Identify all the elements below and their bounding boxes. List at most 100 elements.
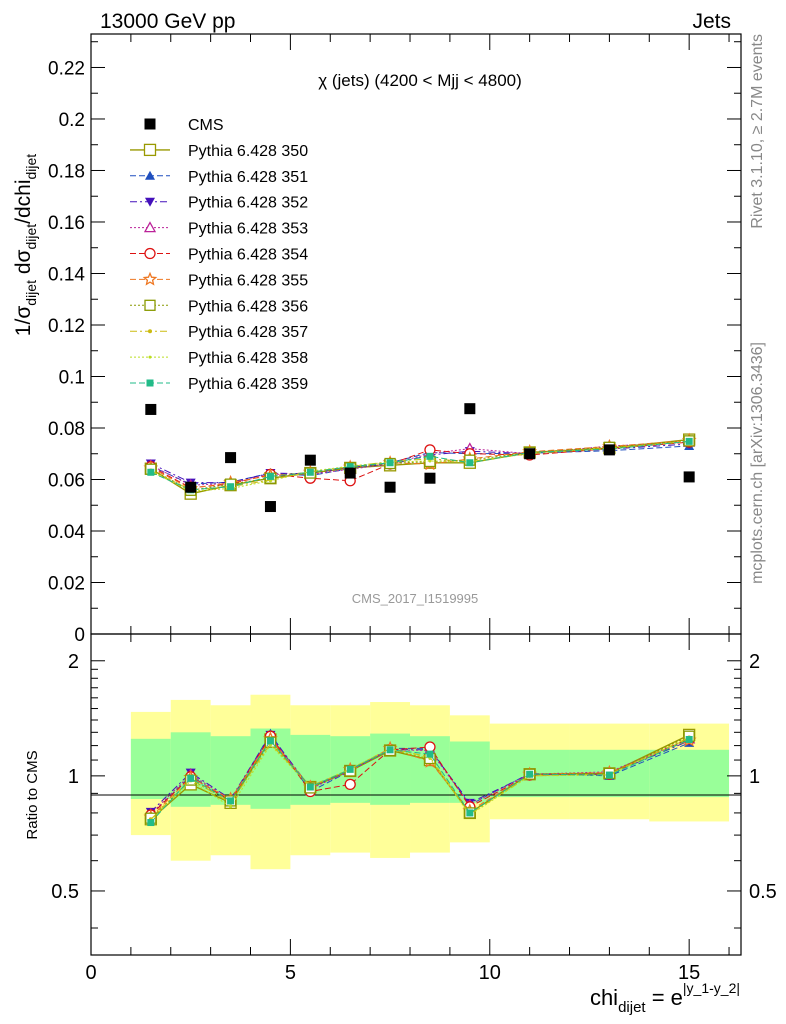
- legend-label: Pythia 6.428 353: [188, 221, 308, 238]
- ratio-point: [229, 805, 233, 809]
- mcplots-label: mcplots.cern.ch [arXiv:1306.3436]: [749, 342, 766, 584]
- chart-title: χ (jets) (4200 < Mjj < 4800): [318, 71, 522, 90]
- ratio-y-ticks: 0.5 0.5 1 1 2 2: [51, 651, 777, 929]
- ratio-point: [466, 809, 474, 817]
- data-point: [304, 454, 316, 466]
- data-point: [464, 403, 476, 415]
- series-point: [147, 468, 155, 476]
- y-tick-label: 0.18: [48, 161, 85, 182]
- ratio-point: [685, 735, 693, 743]
- legend-label: Pythia 6.428 350: [188, 143, 308, 160]
- uncertainty-band-inner: [449, 741, 490, 803]
- legend: CMS Pythia 6.428 350 Pythia 6.428 351 Pythi…: [130, 117, 308, 393]
- data-point: [683, 471, 695, 483]
- ratio-series: [143, 728, 697, 827]
- series-line: [150, 440, 690, 491]
- data-point: [424, 472, 436, 484]
- main-series: [143, 403, 697, 513]
- ratio-x-ticks: 0 5 10 15: [85, 634, 730, 984]
- header-left: 13000 GeV pp: [100, 10, 235, 33]
- legend-label: Pythia 6.428 352: [188, 195, 308, 212]
- uncertainty-band-inner: [649, 749, 730, 798]
- y-tick-label: 0.04: [48, 522, 85, 543]
- ratio-y-tick-label-right: 1: [749, 766, 760, 788]
- series-point: [685, 437, 693, 445]
- series-point: [386, 459, 394, 467]
- legend-marker: [144, 299, 156, 311]
- ratio-y-tick-label-right: 0.5: [749, 881, 777, 903]
- series-line: [150, 441, 690, 489]
- series-point: [428, 459, 432, 463]
- legend-marker: [142, 271, 158, 286]
- legend-marker-cms: [144, 118, 156, 130]
- ratio-panel: Ratio to CMS 0.5 0.51 12 2 0 5 10 15 chidijet …: [24, 633, 777, 1016]
- legend-label: Pythia 6.428 351: [188, 169, 308, 186]
- x-tick-label: 5: [285, 962, 296, 984]
- series-point: [266, 472, 274, 480]
- series-line: [150, 443, 690, 484]
- legend-label: Pythia 6.428 355: [188, 272, 308, 289]
- legend-label: Pythia 6.428 357: [188, 324, 308, 341]
- y-tick-label: 0: [74, 625, 85, 646]
- legend-marker: [145, 197, 155, 207]
- legend-label: Pythia 6.428 356: [188, 298, 308, 315]
- ratio-y-axis-label: Ratio to CMS: [24, 750, 41, 839]
- ratio-point: [266, 737, 274, 745]
- data-point: [524, 448, 536, 460]
- series-point: [306, 468, 314, 476]
- legend-marker: [146, 379, 154, 387]
- y-tick-label: 0.02: [48, 573, 85, 594]
- y-tick-label: 0.2: [59, 110, 85, 131]
- x-tick-label: 10: [479, 962, 501, 984]
- ratio-point: [147, 819, 155, 827]
- legend-marker: [143, 143, 157, 157]
- ratio-y-tick-label-right: 2: [749, 651, 760, 673]
- legend-marker: [143, 221, 157, 233]
- y-tick-label: 0.08: [48, 419, 85, 440]
- ratio-y-tick-label: 2: [68, 651, 79, 673]
- series-point: [268, 479, 272, 483]
- series-point: [466, 459, 474, 467]
- ratio-line: [150, 737, 690, 820]
- data-point: [603, 444, 615, 456]
- ratio-point: [526, 770, 534, 778]
- ratio-point: [428, 757, 432, 761]
- legend-label-cms: CMS: [188, 117, 224, 134]
- y-tick-label: 0.1: [59, 367, 85, 388]
- rivet-version-label: Rivet 3.1.10, ≥ 2.7M events: [749, 34, 766, 229]
- legend-marker: [145, 170, 155, 180]
- y-tick-label: 0.16: [48, 213, 85, 234]
- series-point: [227, 483, 235, 491]
- legend-label: Pythia 6.428 354: [188, 247, 308, 264]
- ratio-point: [386, 746, 394, 754]
- series-point: [346, 463, 354, 471]
- ratio-series-359: [147, 735, 693, 827]
- y-tick-label: 0.12: [48, 316, 85, 337]
- uncertainty-band-inner: [130, 738, 171, 799]
- x-tick-label: 15: [678, 962, 700, 984]
- legend-label: Pythia 6.428 359: [188, 376, 308, 393]
- ratio-y-tick-label: 1: [68, 766, 79, 788]
- ratio-line: [150, 737, 690, 821]
- data-point: [225, 452, 237, 464]
- ratio-line: [150, 739, 690, 823]
- legend-label: Pythia 6.428 358: [188, 350, 308, 367]
- y-tick-label: 0.14: [48, 264, 85, 285]
- legend-marker: [144, 247, 156, 260]
- ratio-y-tick-label: 0.5: [51, 881, 79, 903]
- cms-data: [145, 403, 695, 513]
- y-tick-label: 0.06: [48, 470, 85, 491]
- ratio-point: [346, 765, 354, 773]
- x-tick-label: 0: [85, 962, 96, 984]
- header-right: Jets: [692, 10, 731, 33]
- data-point: [145, 403, 157, 415]
- y-tick-label: 0.22: [48, 58, 85, 79]
- data-point: [384, 481, 396, 493]
- ratio-point: [344, 778, 356, 791]
- main-y-ticks: 0 0.02 0.04 0.06 0.08 0.1 0.12 0.14 0.16 0.18 0.2 0…: [48, 34, 741, 646]
- ratio-frame: [90, 633, 742, 956]
- ratio-point: [187, 774, 195, 782]
- series-point: [426, 452, 434, 460]
